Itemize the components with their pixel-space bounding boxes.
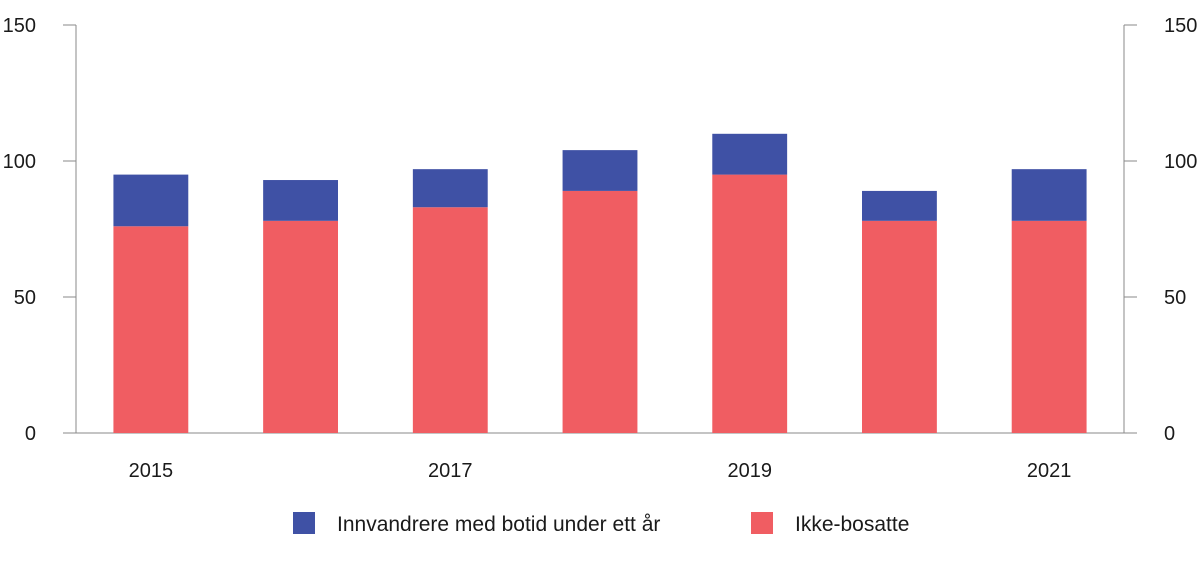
bar-segment: [1011, 169, 1087, 221]
bar-segment: [412, 169, 488, 208]
legend-swatch: [751, 512, 773, 534]
bar-segment: [263, 220, 338, 433]
y-tick-label-left: 0: [25, 423, 36, 445]
bar-segment: [113, 226, 189, 433]
bar-segment: [412, 207, 488, 433]
bars: [113, 133, 1087, 433]
bar-segment: [562, 190, 638, 433]
tick-labels: 0 0 50 50 100 100 150 150 2015 2017 2019 2021: [3, 15, 1198, 482]
y-tick-label-right: 150: [1164, 15, 1197, 37]
legend-swatch: [293, 512, 315, 534]
y-tick-label-left: 100: [3, 151, 36, 173]
bar-segment: [862, 220, 937, 433]
x-tick-label: 2021: [1027, 460, 1072, 482]
y-tick-label-right: 50: [1164, 287, 1186, 309]
legend: Innvandrere med botid under ett år Ikke-b…: [293, 512, 909, 536]
y-tick-label-left: 50: [14, 287, 36, 309]
x-tick-label: 2017: [428, 460, 473, 482]
bar-segment: [712, 174, 788, 433]
bar-segment: [263, 180, 338, 221]
y-tick-label-right: 0: [1164, 423, 1175, 445]
legend-label: Ikke-bosatte: [795, 513, 909, 536]
bar-segment: [862, 190, 937, 221]
legend-label: Innvandrere med botid under ett år: [337, 513, 660, 536]
bar-segment: [712, 133, 788, 175]
bar-segment: [562, 150, 638, 191]
y-tick-label-left: 150: [3, 15, 36, 37]
x-tick-label: 2015: [129, 460, 174, 482]
x-tick-label: 2019: [727, 460, 772, 482]
bar-segment: [113, 174, 189, 227]
bar-segment: [1011, 220, 1087, 433]
y-tick-label-right: 100: [1164, 151, 1197, 173]
